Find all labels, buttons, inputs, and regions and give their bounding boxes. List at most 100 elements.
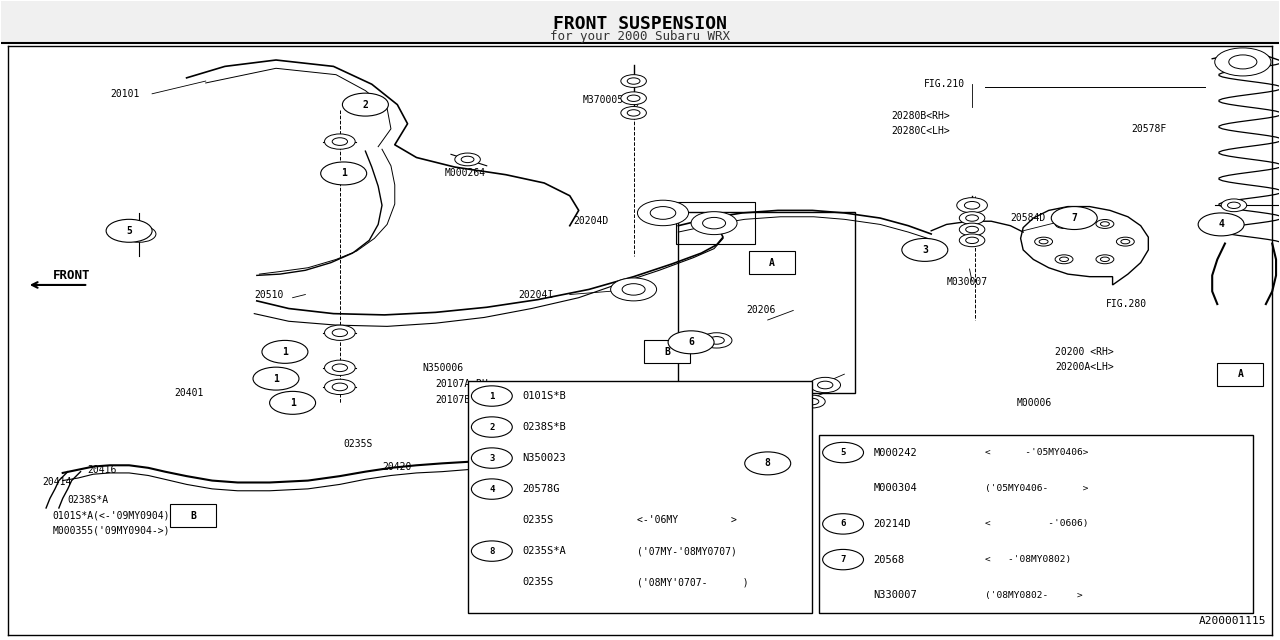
- Circle shape: [106, 220, 152, 243]
- Text: 5: 5: [841, 448, 846, 457]
- Circle shape: [253, 367, 300, 390]
- Text: 20204I: 20204I: [518, 289, 554, 300]
- Circle shape: [333, 383, 347, 391]
- Circle shape: [461, 156, 474, 163]
- Bar: [678, 212, 855, 394]
- Text: 3: 3: [489, 454, 494, 463]
- Text: B: B: [189, 511, 196, 520]
- Text: 0232S: 0232S: [785, 382, 814, 392]
- Circle shape: [471, 541, 512, 561]
- Text: 0101S*B: 0101S*B: [522, 391, 566, 401]
- Circle shape: [691, 212, 737, 235]
- Text: 4: 4: [1219, 220, 1224, 229]
- Circle shape: [806, 398, 819, 404]
- Circle shape: [627, 95, 640, 101]
- Text: M000355('09MY0904->): M000355('09MY0904->): [52, 525, 170, 535]
- Text: 20206: 20206: [746, 305, 776, 316]
- Circle shape: [959, 223, 984, 236]
- Circle shape: [965, 237, 978, 244]
- Text: N350006: N350006: [422, 363, 463, 372]
- Text: 4: 4: [489, 484, 494, 493]
- Text: 20568: 20568: [874, 555, 905, 564]
- Circle shape: [325, 360, 355, 376]
- Text: M000264: M000264: [444, 168, 485, 179]
- Text: 0238S*A: 0238S*A: [68, 495, 109, 505]
- Text: 0510S: 0510S: [782, 398, 812, 408]
- Text: M030007: M030007: [946, 276, 988, 287]
- Circle shape: [621, 75, 646, 88]
- Circle shape: [1116, 237, 1134, 246]
- Circle shape: [650, 207, 676, 220]
- Text: N350023: N350023: [522, 453, 566, 463]
- Text: 20204D: 20204D: [573, 216, 609, 226]
- Text: M00006: M00006: [1016, 398, 1052, 408]
- Circle shape: [627, 78, 640, 84]
- Text: 20510: 20510: [255, 289, 284, 300]
- Text: ('08MY0802-     >: ('08MY0802- >: [984, 591, 1083, 600]
- Text: 0101S*A(<-'09MY0904): 0101S*A(<-'09MY0904): [52, 511, 170, 520]
- Circle shape: [1096, 255, 1114, 264]
- Text: 20214D: 20214D: [874, 519, 911, 529]
- Circle shape: [964, 202, 979, 209]
- Text: 20280C<LH>: 20280C<LH>: [892, 125, 950, 136]
- Text: 0238S*B: 0238S*B: [522, 422, 566, 432]
- Circle shape: [1101, 257, 1110, 262]
- Text: FRONT: FRONT: [52, 269, 91, 282]
- Circle shape: [325, 166, 355, 181]
- Text: A: A: [768, 258, 774, 268]
- Text: <      -'05MY0406>: < -'05MY0406>: [984, 448, 1088, 457]
- Circle shape: [1060, 221, 1069, 226]
- Text: 20584D: 20584D: [1010, 213, 1046, 223]
- Circle shape: [1228, 202, 1240, 209]
- FancyBboxPatch shape: [749, 251, 795, 274]
- Text: M000304: M000304: [874, 483, 918, 493]
- Circle shape: [823, 514, 864, 534]
- Circle shape: [333, 138, 347, 145]
- Circle shape: [902, 239, 947, 261]
- Text: B: B: [664, 347, 669, 357]
- Text: 20107A<RH>: 20107A<RH>: [435, 379, 494, 388]
- Circle shape: [823, 549, 864, 570]
- Circle shape: [333, 364, 347, 372]
- Circle shape: [668, 331, 714, 354]
- Circle shape: [325, 380, 355, 394]
- Circle shape: [965, 215, 978, 221]
- Text: 7: 7: [841, 555, 846, 564]
- Circle shape: [959, 212, 984, 225]
- Text: ('08MY'0707-      ): ('08MY'0707- ): [637, 577, 749, 587]
- Text: 20200 <RH>: 20200 <RH>: [1055, 347, 1114, 357]
- Circle shape: [959, 234, 984, 246]
- Circle shape: [471, 479, 512, 499]
- Text: for your 2000 Subaru WRX: for your 2000 Subaru WRX: [550, 30, 730, 43]
- Text: 20101: 20101: [110, 89, 140, 99]
- Text: 6: 6: [689, 337, 694, 348]
- Circle shape: [621, 106, 646, 119]
- Bar: [676, 202, 755, 244]
- Text: A200001115: A200001115: [1198, 616, 1266, 626]
- Circle shape: [1039, 239, 1048, 244]
- Text: 0235S*A: 0235S*A: [522, 546, 566, 556]
- Text: M370005: M370005: [582, 95, 623, 105]
- Circle shape: [1051, 207, 1097, 230]
- Text: 1: 1: [340, 168, 347, 179]
- Circle shape: [1096, 220, 1114, 228]
- Text: 1: 1: [273, 374, 279, 383]
- Circle shape: [818, 381, 833, 389]
- Text: 20200A<LH>: 20200A<LH>: [1055, 362, 1114, 371]
- Text: FIG.280: FIG.280: [1106, 299, 1147, 309]
- Text: 5: 5: [127, 226, 132, 236]
- Text: 0235S: 0235S: [344, 439, 372, 449]
- Bar: [1, 1, 1279, 43]
- Circle shape: [637, 200, 689, 226]
- Circle shape: [823, 442, 864, 463]
- FancyBboxPatch shape: [1217, 363, 1263, 386]
- Text: <-'06MY         >: <-'06MY >: [637, 515, 737, 525]
- Circle shape: [1034, 237, 1052, 246]
- Circle shape: [471, 448, 512, 468]
- Circle shape: [333, 329, 347, 337]
- Bar: [467, 381, 813, 613]
- FancyBboxPatch shape: [170, 504, 216, 527]
- Text: 0235S: 0235S: [522, 515, 554, 525]
- Circle shape: [343, 93, 388, 116]
- Circle shape: [333, 170, 347, 177]
